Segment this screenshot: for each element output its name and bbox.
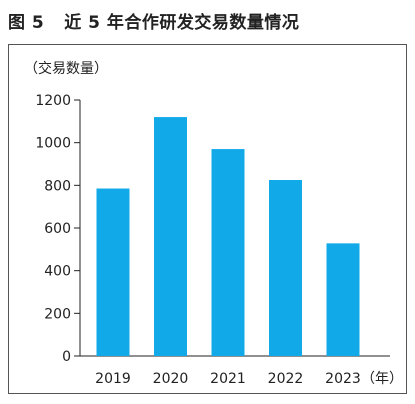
x-ticks: 2019 2020 2021 2022 2023 — [95, 371, 361, 387]
bar-2019 — [96, 188, 130, 356]
figure-number: 图 5 — [8, 13, 45, 33]
y-tick-label: 400 — [44, 264, 71, 280]
chart-frame — [8, 44, 407, 394]
y-tick-label: 600 — [44, 221, 71, 237]
y-tick-label: 200 — [44, 306, 71, 322]
bar-2021 — [211, 149, 245, 356]
x-axis-label: （年） — [361, 371, 403, 387]
figure-title-text: 近 5 年合作研发交易数量情况 — [64, 13, 300, 33]
bars — [96, 117, 360, 356]
bar-2022 — [269, 180, 302, 356]
x-tick-label: 2019 — [95, 371, 131, 387]
y-tick-label: 1200 — [35, 93, 71, 109]
y-ticks: 0 200 400 600 800 1000 1200 — [35, 93, 80, 365]
y-tick-label: 0 — [62, 349, 71, 365]
x-tick-label: 2021 — [210, 371, 246, 387]
bar-2020 — [154, 117, 187, 356]
y-axis-label: （交易数量） — [24, 60, 108, 77]
y-tick-label: 1000 — [35, 136, 71, 152]
x-tick-label: 2020 — [153, 371, 189, 387]
x-tick-label: 2023 — [325, 371, 361, 387]
bar-2023 — [326, 243, 360, 356]
figure-title: 图 5 近 5 年合作研发交易数量情况 — [8, 8, 299, 33]
x-tick-label: 2022 — [268, 371, 304, 387]
y-tick-label: 800 — [44, 178, 71, 194]
